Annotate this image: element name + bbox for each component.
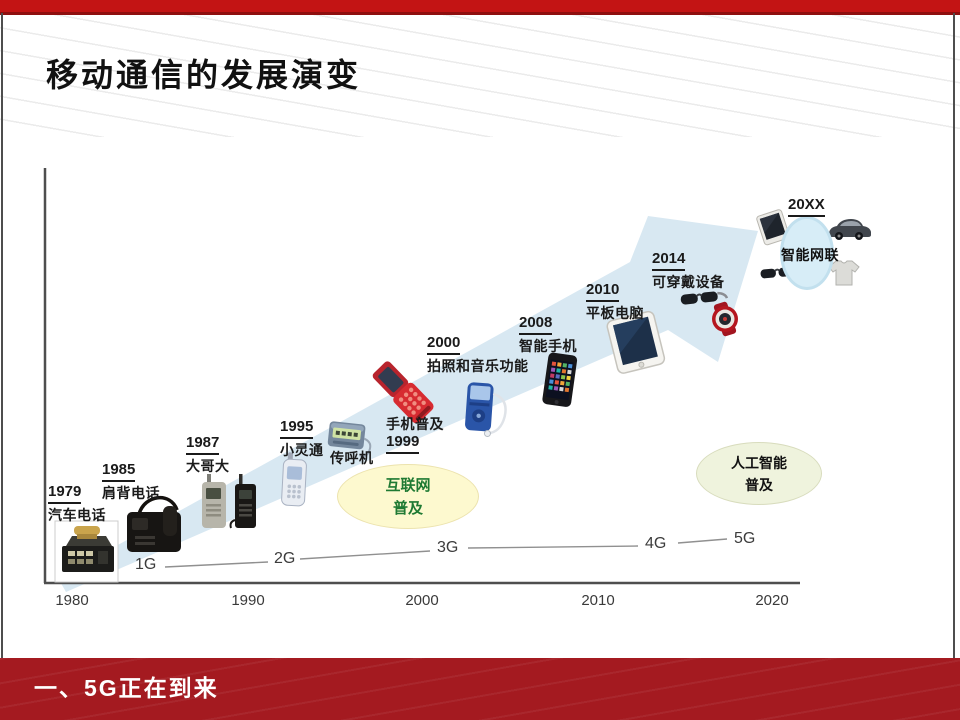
mini-tablet-image — [756, 209, 790, 246]
milestone-1999: 手机普及 1999 — [386, 415, 444, 456]
top-red-bar — [0, 0, 960, 15]
milestone-1985-year: 1985 — [102, 461, 136, 482]
milestone-2014-label: 可穿戴设备 — [652, 274, 725, 290]
milestone-2010-year: 2010 — [586, 281, 620, 302]
milestone-1999-year: 1999 — [386, 433, 420, 454]
milestone-2014: 2014 可穿戴设备 — [652, 250, 725, 291]
slide-right-border — [953, 13, 955, 658]
generation-label-2g: 2G — [274, 550, 296, 567]
tablet-image — [606, 310, 666, 374]
generation-label-5g: 5G — [734, 530, 756, 547]
x-tick-1990: 1990 — [231, 592, 265, 609]
milestone-1987: 1987 大哥大 — [186, 434, 230, 475]
x-tick-2000: 2000 — [405, 592, 439, 609]
milestone-2014-year: 2014 — [652, 250, 686, 271]
milestone-20xx: 20XX — [788, 196, 825, 219]
smart-glasses-image — [680, 291, 729, 305]
footer-section-title: 一、5G正在到来 — [34, 675, 219, 701]
milestone-1985-label: 肩背电话 — [102, 485, 160, 501]
music-phone-image — [465, 382, 507, 437]
milestone-connectivity-label: 智能网联 — [781, 247, 839, 263]
milestone-2008: 2008 智能手机 — [519, 314, 577, 355]
internet-callout: 互联网 普及 — [337, 464, 479, 529]
x-tick-2020: 2020 — [755, 592, 789, 609]
internet-callout-line1: 互联网 — [385, 476, 431, 494]
milestone-2008-label: 智能手机 — [519, 338, 577, 354]
milestone-1987-year: 1987 — [186, 434, 220, 455]
flip-phone-image — [372, 361, 434, 424]
smartwatch-image — [712, 301, 738, 337]
milestone-1979-label: 汽车电话 — [48, 507, 106, 523]
milestone-1987-label: 大哥大 — [186, 458, 230, 474]
milestone-1995-label: 小灵通 — [280, 442, 324, 458]
car-image — [829, 219, 871, 240]
ai-callout-line2: 普及 — [745, 476, 773, 493]
slide-left-border — [1, 13, 3, 658]
milestone-1999-label: 手机普及 — [386, 416, 444, 432]
x-tick-1980: 1980 — [55, 592, 89, 609]
milestone-2000-year: 2000 — [427, 334, 461, 355]
header-stripe-texture — [0, 15, 960, 137]
generation-connector-line — [164, 538, 728, 568]
milestone-1995-year: 1995 — [280, 418, 314, 439]
milestone-1979-year: 1979 — [48, 483, 82, 504]
milestone-2010-label: 平板电脑 — [586, 305, 644, 321]
generation-label-1g: 1G — [135, 556, 157, 573]
milestone-2008-year: 2008 — [519, 314, 553, 335]
slide-title: 移动通信的发展演变 — [46, 57, 362, 93]
milestone-2010: 2010 平板电脑 — [586, 281, 644, 322]
footer-stripe-texture — [0, 658, 960, 720]
xiaolingtong-image — [281, 452, 307, 507]
milestone-20xx-year: 20XX — [788, 196, 825, 217]
car-phone-image — [54, 520, 119, 583]
milestone-1985: 1985 肩背电话 — [102, 461, 160, 502]
generation-label-4g: 4G — [645, 535, 667, 552]
footer-red-bar: 一、5G正在到来 — [0, 658, 960, 720]
smartphone-image — [542, 352, 578, 407]
milestone-pager-label: 传呼机 — [330, 450, 374, 466]
milestone-2000-label: 拍照和音乐功能 — [427, 358, 529, 374]
brick-phone-image — [202, 474, 256, 529]
pager-image — [327, 421, 372, 458]
tshirt-image — [828, 260, 860, 286]
milestone-1979: 1979 汽车电话 — [48, 483, 106, 524]
milestone-pager: 传呼机 — [330, 449, 374, 467]
connectivity-circle — [780, 216, 834, 290]
generation-label-3g: 3G — [437, 539, 459, 556]
internet-callout-line2: 普及 — [392, 499, 423, 517]
ai-callout: 人工智能 普及 — [696, 442, 822, 505]
milestone-2000: 2000 拍照和音乐功能 — [427, 334, 529, 375]
x-tick-2010: 2010 — [581, 592, 615, 609]
shoulder-phone-image — [127, 495, 181, 552]
ai-callout-line1: 人工智能 — [731, 454, 787, 471]
milestone-1995: 1995 小灵通 — [280, 418, 324, 459]
